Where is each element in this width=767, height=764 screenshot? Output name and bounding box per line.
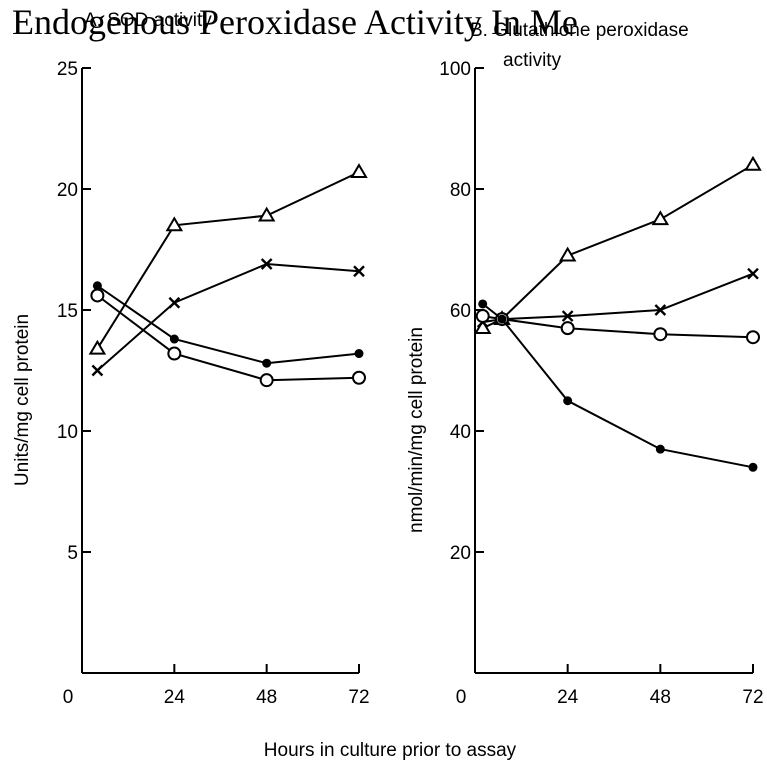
panel-a-x-tick-label: 0 (63, 687, 74, 708)
panel-a-point-filled-circle (354, 349, 364, 359)
panel-a-point-open-circle (90, 288, 105, 303)
panel-a-series-cross-line (96, 262, 360, 372)
panel-b-point-filled-circle (497, 314, 507, 324)
panel-a-point-open-circle (352, 370, 366, 385)
panel-b-point-filled-circle (655, 444, 665, 454)
panel-b-point-open-circle (475, 309, 490, 324)
panel-b-point-triangle (558, 246, 577, 262)
panel-a-point-cross (353, 265, 365, 278)
panel-a-series-open-circle-line (96, 294, 360, 382)
panel-a-point-triangle (88, 339, 107, 355)
panel-a-point-triangle (350, 163, 368, 178)
panel-b-point-filled-circle (563, 396, 573, 406)
panel-b-y-tick-label: 40 (450, 422, 471, 443)
panel-b-title-line2: activity (503, 50, 562, 71)
panel-b-series-triangle-line (482, 163, 754, 330)
panel-b-y-tick-label: 100 (439, 59, 471, 80)
panel-a-point-cross (168, 296, 181, 309)
panel-b-series-open-circle-line (482, 315, 754, 339)
panel-b-point-filled-circle (748, 462, 758, 472)
panel-b-point-triangle (744, 155, 762, 171)
panel-b-point-triangle (651, 210, 670, 226)
panel-a-series-triangle-line (96, 171, 360, 350)
panel-b-x-tick-label: 72 (742, 687, 763, 708)
panel-a-point-open-circle (259, 373, 274, 388)
panel-b-point-open-circle (560, 321, 575, 336)
panel-a-point-triangle (257, 206, 276, 222)
panel-b-x-tick-label: 24 (557, 687, 579, 708)
panel-a-point-triangle (165, 216, 184, 232)
panel-b-title-line1: B. Glutathione peroxidase (470, 20, 689, 41)
panel-a-ylabel: Units/mg cell protein (12, 314, 33, 486)
panel-a-sod: A. SOD activity Units/mg cell protein 5 1… (12, 10, 370, 708)
panel-b-y-tick-label: 60 (450, 301, 471, 322)
panel-b-point-cross (654, 304, 667, 316)
panel-a-y-tick-label: 20 (57, 180, 78, 201)
panel-b-y-tick-label: 80 (450, 180, 471, 201)
panel-a-x-tick-label: 48 (256, 687, 277, 708)
panel-a-series-filled-circle-line (96, 284, 360, 365)
panel-a-y-tick-label: 10 (57, 422, 78, 443)
panel-b-y-tick-label: 20 (450, 543, 471, 564)
panel-a-point-cross (91, 364, 104, 377)
panel-b-x-tick-label: 0 (456, 687, 467, 708)
panel-b-x-tick-label: 48 (650, 687, 671, 708)
panel-a-point-cross (260, 258, 273, 270)
panel-a-y-tick-label: 5 (67, 543, 78, 564)
panel-b-series-filled-circle-line (482, 303, 754, 469)
panel-b-point-cross (561, 310, 574, 322)
panel-a-title: A. SOD activity (84, 10, 212, 31)
panel-a-y-tick-label: 25 (57, 59, 78, 80)
page-title: Endogenous Peroxidase Activity In Me (12, 2, 578, 42)
panel-b-gpx: B. Glutathione peroxidase activity nmol/… (406, 20, 764, 708)
panel-b-point-filled-circle (478, 299, 488, 309)
panel-b-point-open-circle (653, 327, 668, 342)
panel-a-point-filled-circle (262, 358, 272, 368)
panel-a-y-tick-label: 15 (57, 301, 78, 322)
panel-b-ylabel: nmol/min/mg cell protein (406, 327, 427, 533)
panel-b-point-open-circle (746, 330, 760, 345)
x-axis-label: Hours in culture prior to assay (264, 740, 517, 761)
panel-a-point-filled-circle (169, 334, 179, 344)
panel-a-point-open-circle (167, 346, 182, 361)
panel-b-point-cross (747, 267, 759, 280)
panel-a-x-tick-label: 72 (348, 687, 369, 708)
panel-a-x-tick-label: 24 (164, 687, 186, 708)
